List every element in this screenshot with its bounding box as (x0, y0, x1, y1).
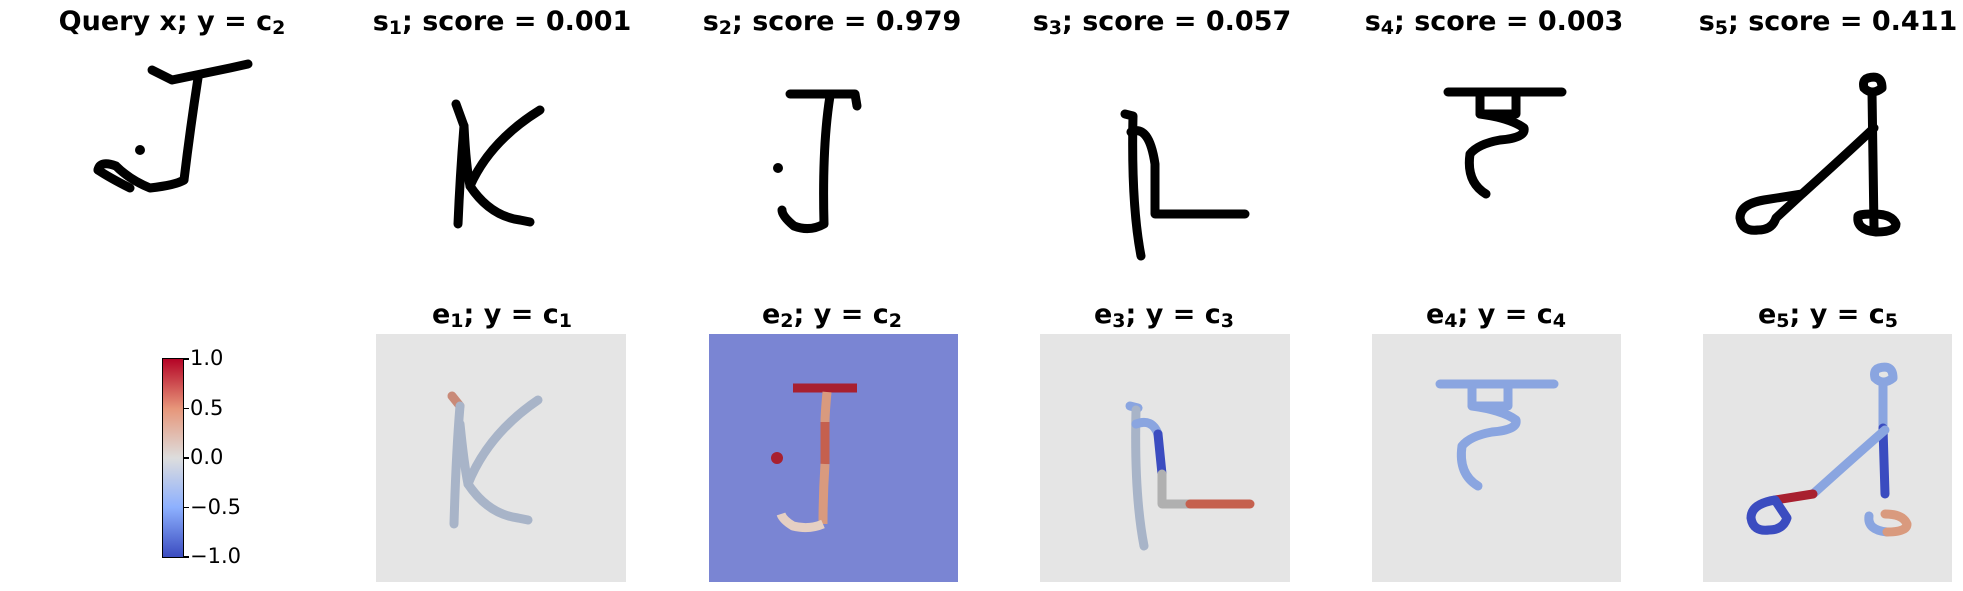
colorbar-tick-label: 0.5 (190, 395, 224, 420)
colorbar (162, 358, 184, 558)
colorbar-tick-label: −1.0 (190, 544, 241, 568)
e5-panel (1703, 334, 1952, 582)
title-query: Query x; y = c2 (58, 6, 286, 39)
s4-glyph (1443, 87, 1567, 199)
s1-glyph (451, 99, 545, 229)
colorbar-tick-label: 0.0 (190, 445, 224, 469)
s3-glyph (1120, 109, 1250, 261)
title-e4: e4; y = c4 (1425, 299, 1567, 332)
colorbar-tick-mark (183, 556, 189, 558)
query-glyph (93, 59, 253, 193)
colorbar-tick-mark (183, 358, 189, 360)
title-s1: s1; score = 0.001 (372, 6, 632, 39)
title-e3: e3; y = c3 (1093, 299, 1235, 332)
title-e5: e5; y = c5 (1757, 299, 1899, 332)
s5-glyph (1735, 72, 1901, 237)
e1-panel (376, 334, 626, 582)
title-s4: s4; score = 0.003 (1364, 6, 1624, 39)
title-e1: e1; y = c1 (431, 299, 573, 332)
s2-glyph (773, 89, 862, 234)
e3-panel (1040, 334, 1290, 582)
e4-panel (1372, 334, 1621, 582)
title-e2: e2; y = c2 (761, 299, 903, 332)
title-s2: s2; score = 0.979 (702, 6, 962, 39)
title-s3: s3; score = 0.057 (1032, 6, 1292, 39)
e2-panel (709, 334, 958, 582)
colorbar-tick-mark (183, 457, 189, 459)
colorbar-tick-label: 1.0 (190, 346, 224, 370)
colorbar-tick-mark (183, 407, 189, 410)
colorbar-tick-label: −0.5 (190, 494, 241, 519)
colorbar-tick-mark (183, 506, 189, 509)
title-s5: s5; score = 0.411 (1698, 6, 1958, 39)
